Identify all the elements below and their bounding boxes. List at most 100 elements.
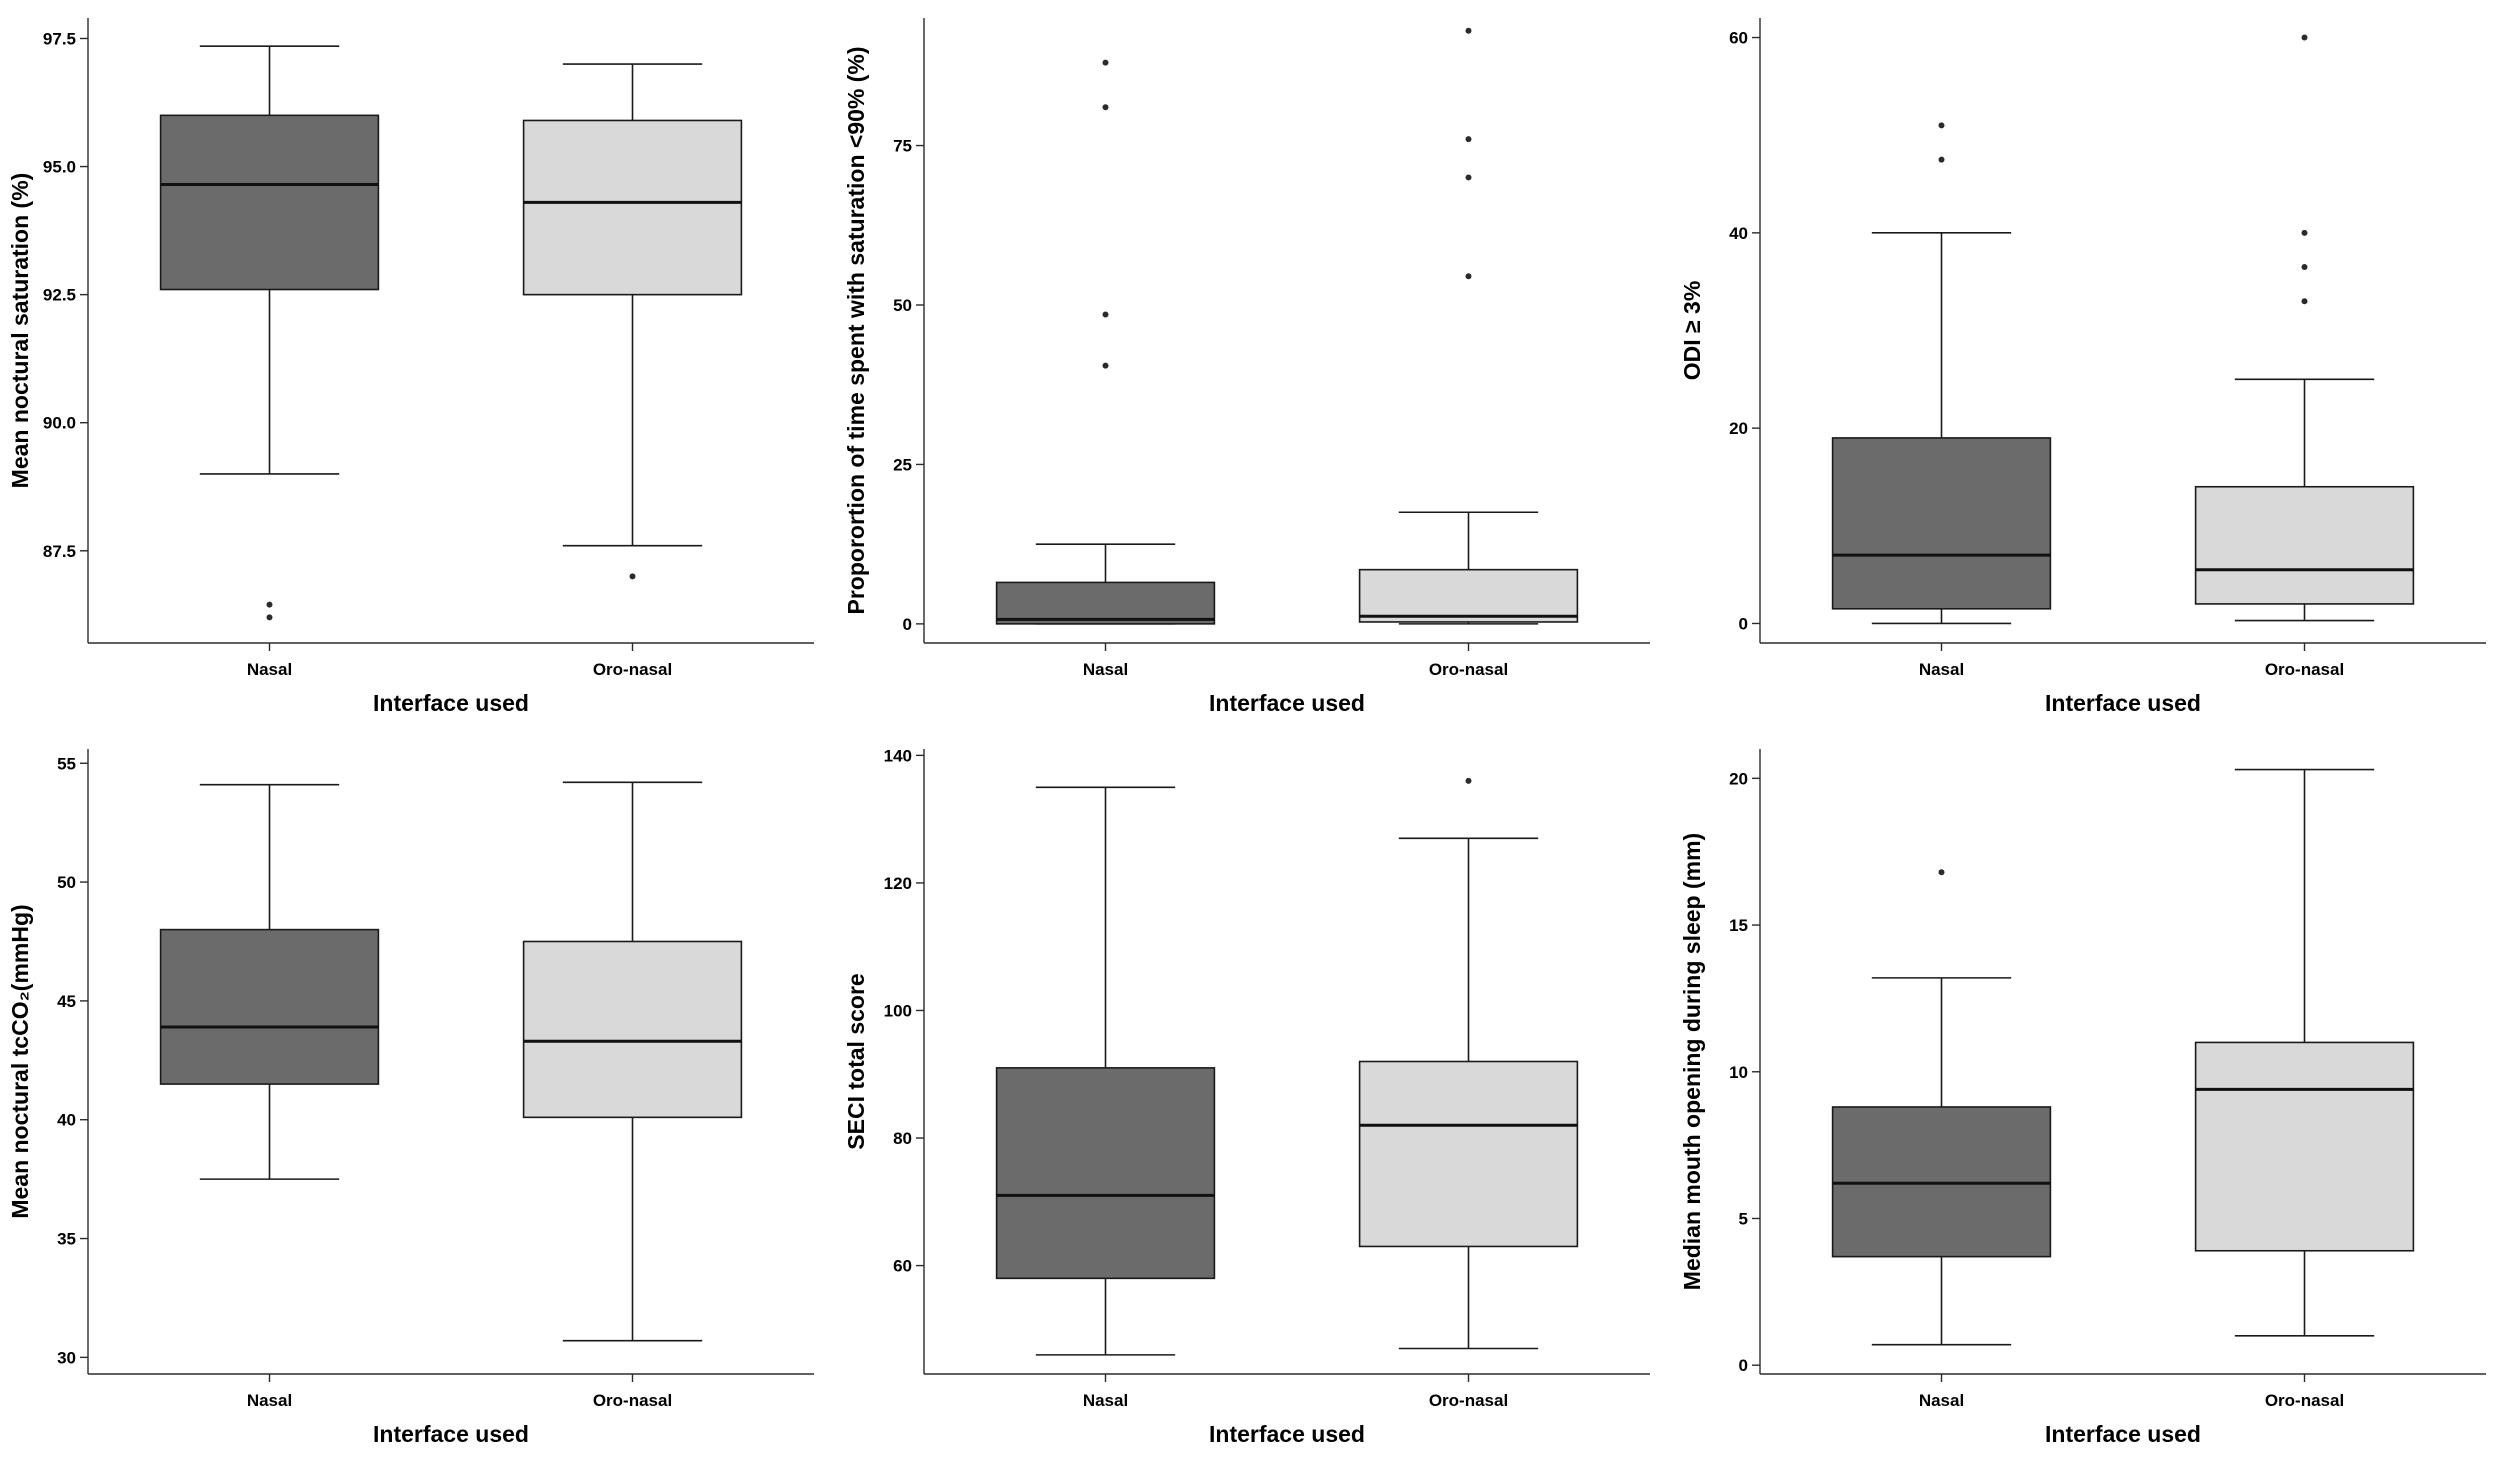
y-tick-label: 0 bbox=[1739, 614, 1748, 633]
x-category-label: Oro-nasal bbox=[1429, 660, 1508, 679]
x-category-label: Nasal bbox=[247, 660, 292, 679]
y-axis-title: ODI ≥ 3% bbox=[1679, 281, 1705, 381]
outlier-point bbox=[266, 601, 273, 608]
iqr-box bbox=[995, 1067, 1216, 1280]
box-group-nasal bbox=[159, 783, 380, 1180]
box-group-oro-nasal bbox=[2194, 768, 2415, 1337]
y-tick-label: 140 bbox=[884, 746, 912, 765]
y-tick-label: 80 bbox=[893, 1129, 912, 1148]
x-axis-title: Interface used bbox=[373, 690, 529, 716]
y-tick-label: 95.0 bbox=[43, 158, 76, 177]
outlier-point bbox=[1102, 104, 1109, 111]
boxplot-time-saturation-below-90: 0 25 50 75 Nasal Oro-nasal Interface used Propo… bbox=[836, 0, 1672, 731]
x-axis-title: Interface used bbox=[2045, 690, 2201, 716]
y-tick-label: 5 bbox=[1739, 1209, 1748, 1228]
y-axis-title: Median mouth opening during sleep (mm) bbox=[1679, 833, 1705, 1290]
x-category-label: Nasal bbox=[1083, 1391, 1128, 1410]
box-group-oro-nasal bbox=[1358, 777, 1579, 1350]
x-category-label: Oro-nasal bbox=[2265, 1391, 2344, 1410]
y-tick-label: 92.5 bbox=[43, 286, 76, 305]
x-category-label: Nasal bbox=[1919, 660, 1964, 679]
y-tick-label: 120 bbox=[884, 874, 912, 893]
y-axis-title: Mean noctural tcCO₂(mmHg) bbox=[7, 904, 33, 1218]
y-tick-label: 90.0 bbox=[43, 414, 76, 433]
y-tick-label: 45 bbox=[57, 992, 76, 1011]
box-group-oro-nasal bbox=[2194, 34, 2415, 622]
x-category-label: Oro-nasal bbox=[1429, 1391, 1508, 1410]
boxplot-mean-noctural-saturation: 87.5 90.0 92.5 95.0 97.5 Nasal Oro-nasal Interf… bbox=[0, 0, 836, 731]
iqr-box bbox=[159, 928, 380, 1085]
x-category-label: Nasal bbox=[1083, 660, 1128, 679]
box-group-nasal bbox=[1831, 122, 2052, 625]
y-tick-label: 0 bbox=[1739, 1356, 1748, 1375]
iqr-box bbox=[1831, 437, 2052, 610]
box-group-nasal bbox=[995, 59, 1216, 625]
iqr-box bbox=[522, 940, 743, 1119]
outlier-point bbox=[2301, 229, 2308, 236]
x-category-label: Oro-nasal bbox=[593, 660, 672, 679]
outlier-point bbox=[629, 573, 636, 580]
y-tick-label: 20 bbox=[1729, 769, 1748, 788]
box-group-oro-nasal bbox=[522, 781, 743, 1342]
y-tick-label: 30 bbox=[57, 1348, 76, 1367]
y-tick-label: 100 bbox=[884, 1001, 912, 1020]
y-tick-label: 40 bbox=[57, 1111, 76, 1130]
x-axis-title: Interface used bbox=[1209, 690, 1365, 716]
outlier-point bbox=[1465, 136, 1472, 143]
outlier-point bbox=[1102, 362, 1109, 369]
y-tick-label: 25 bbox=[893, 455, 912, 474]
x-category-label: Nasal bbox=[1919, 1391, 1964, 1410]
outlier-point bbox=[2301, 298, 2308, 305]
x-axis-title: Interface used bbox=[1209, 1421, 1365, 1447]
boxplot-median-mouth-opening: 0 5 10 15 20 Nasal Oro-nasal Interface used Medi… bbox=[1672, 731, 2508, 1462]
y-tick-label: 10 bbox=[1729, 1063, 1748, 1082]
y-axis-title: Mean noctural saturation (%) bbox=[7, 173, 33, 489]
iqr-box bbox=[1358, 1060, 1579, 1248]
outlier-point bbox=[1938, 156, 1945, 163]
box-group-oro-nasal bbox=[522, 63, 743, 580]
y-axis-title: Proporortion of time spent with saturati… bbox=[843, 46, 869, 614]
x-category-label: Oro-nasal bbox=[2265, 660, 2344, 679]
y-tick-label: 87.5 bbox=[43, 542, 76, 561]
outlier-point bbox=[1465, 273, 1472, 280]
y-tick-label: 60 bbox=[893, 1257, 912, 1276]
outlier-point bbox=[1102, 59, 1109, 66]
box-group-nasal bbox=[1831, 869, 2052, 1346]
box-group-oro-nasal bbox=[1358, 27, 1579, 625]
iqr-box bbox=[995, 581, 1216, 625]
outlier-point bbox=[2301, 264, 2308, 271]
outlier-point bbox=[266, 614, 273, 621]
y-tick-label: 75 bbox=[893, 137, 912, 156]
boxplot-mean-noctural-tcco2: 30 35 40 45 50 55 Nasal Oro-nasal Interface used… bbox=[0, 731, 836, 1462]
y-tick-label: 55 bbox=[57, 754, 76, 773]
y-tick-label: 97.5 bbox=[43, 29, 76, 48]
y-tick-label: 20 bbox=[1729, 419, 1748, 438]
y-axis-title: SECI total score bbox=[843, 973, 869, 1149]
y-tick-label: 40 bbox=[1729, 224, 1748, 243]
iqr-box bbox=[522, 119, 743, 296]
outlier-point bbox=[1465, 174, 1472, 181]
x-category-label: Oro-nasal bbox=[593, 1391, 672, 1410]
y-tick-label: 35 bbox=[57, 1230, 76, 1249]
iqr-box bbox=[2194, 1041, 2415, 1252]
boxplot-seci-total-score: 60 80 100 120 140 Nasal Oro-nasal Interface use… bbox=[836, 731, 1672, 1462]
outlier-point bbox=[1938, 122, 1945, 129]
boxplot-odi-3-percent: 0 20 40 60 Nasal Oro-nasal Interface used ODI ≥… bbox=[1672, 0, 2508, 731]
iqr-box bbox=[2194, 485, 2415, 605]
outlier-point bbox=[1465, 27, 1472, 34]
box-group-nasal bbox=[159, 45, 380, 621]
iqr-box bbox=[159, 114, 380, 291]
outlier-point bbox=[1938, 869, 1945, 876]
x-axis-title: Interface used bbox=[373, 1421, 529, 1447]
outlier-point bbox=[2301, 34, 2308, 41]
y-tick-label: 0 bbox=[903, 615, 912, 634]
y-tick-label: 50 bbox=[893, 296, 912, 315]
x-category-label: Nasal bbox=[247, 1391, 292, 1410]
iqr-box bbox=[1358, 568, 1579, 623]
y-tick-label: 60 bbox=[1729, 29, 1748, 48]
y-tick-label: 15 bbox=[1729, 916, 1748, 935]
box-group-nasal bbox=[995, 786, 1216, 1356]
y-tick-label: 50 bbox=[57, 873, 76, 892]
outlier-point bbox=[1465, 777, 1472, 784]
